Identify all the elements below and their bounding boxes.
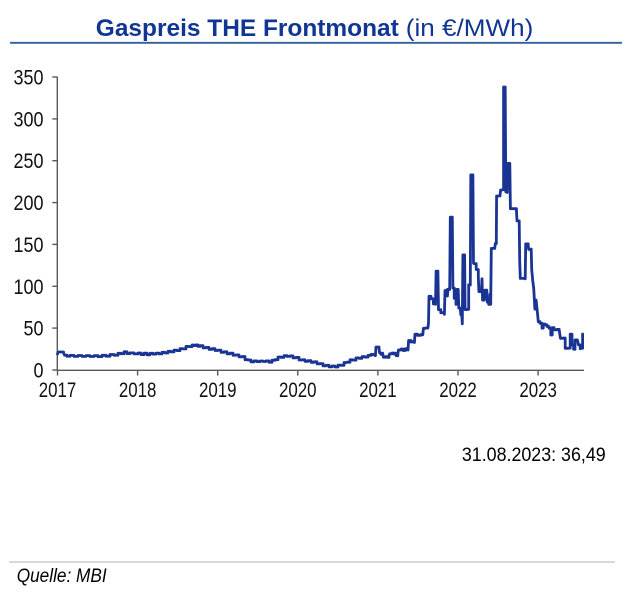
svg-text:50: 50	[24, 318, 44, 341]
svg-text:31.08.2023: 36,49: 31.08.2023: 36,49	[462, 444, 606, 466]
svg-text:2023: 2023	[519, 379, 557, 402]
svg-text:2020: 2020	[279, 379, 317, 402]
svg-text:2017: 2017	[39, 379, 77, 402]
svg-text:250: 250	[14, 150, 44, 173]
svg-text:2019: 2019	[199, 379, 237, 402]
svg-text:0: 0	[34, 360, 44, 383]
svg-text:Quelle: MBI: Quelle: MBI	[17, 566, 108, 587]
svg-text:300: 300	[14, 108, 44, 131]
svg-text:350: 350	[14, 67, 44, 90]
svg-text:2018: 2018	[119, 379, 157, 402]
svg-text:100: 100	[14, 276, 44, 299]
svg-text:(in €/MWh): (in €/MWh)	[406, 15, 534, 42]
svg-text:150: 150	[14, 234, 44, 257]
svg-text:2022: 2022	[439, 379, 477, 402]
svg-text:2021: 2021	[359, 379, 397, 402]
svg-text:200: 200	[14, 192, 44, 215]
svg-text:Gaspreis THE Frontmonat: Gaspreis THE Frontmonat	[96, 15, 399, 42]
